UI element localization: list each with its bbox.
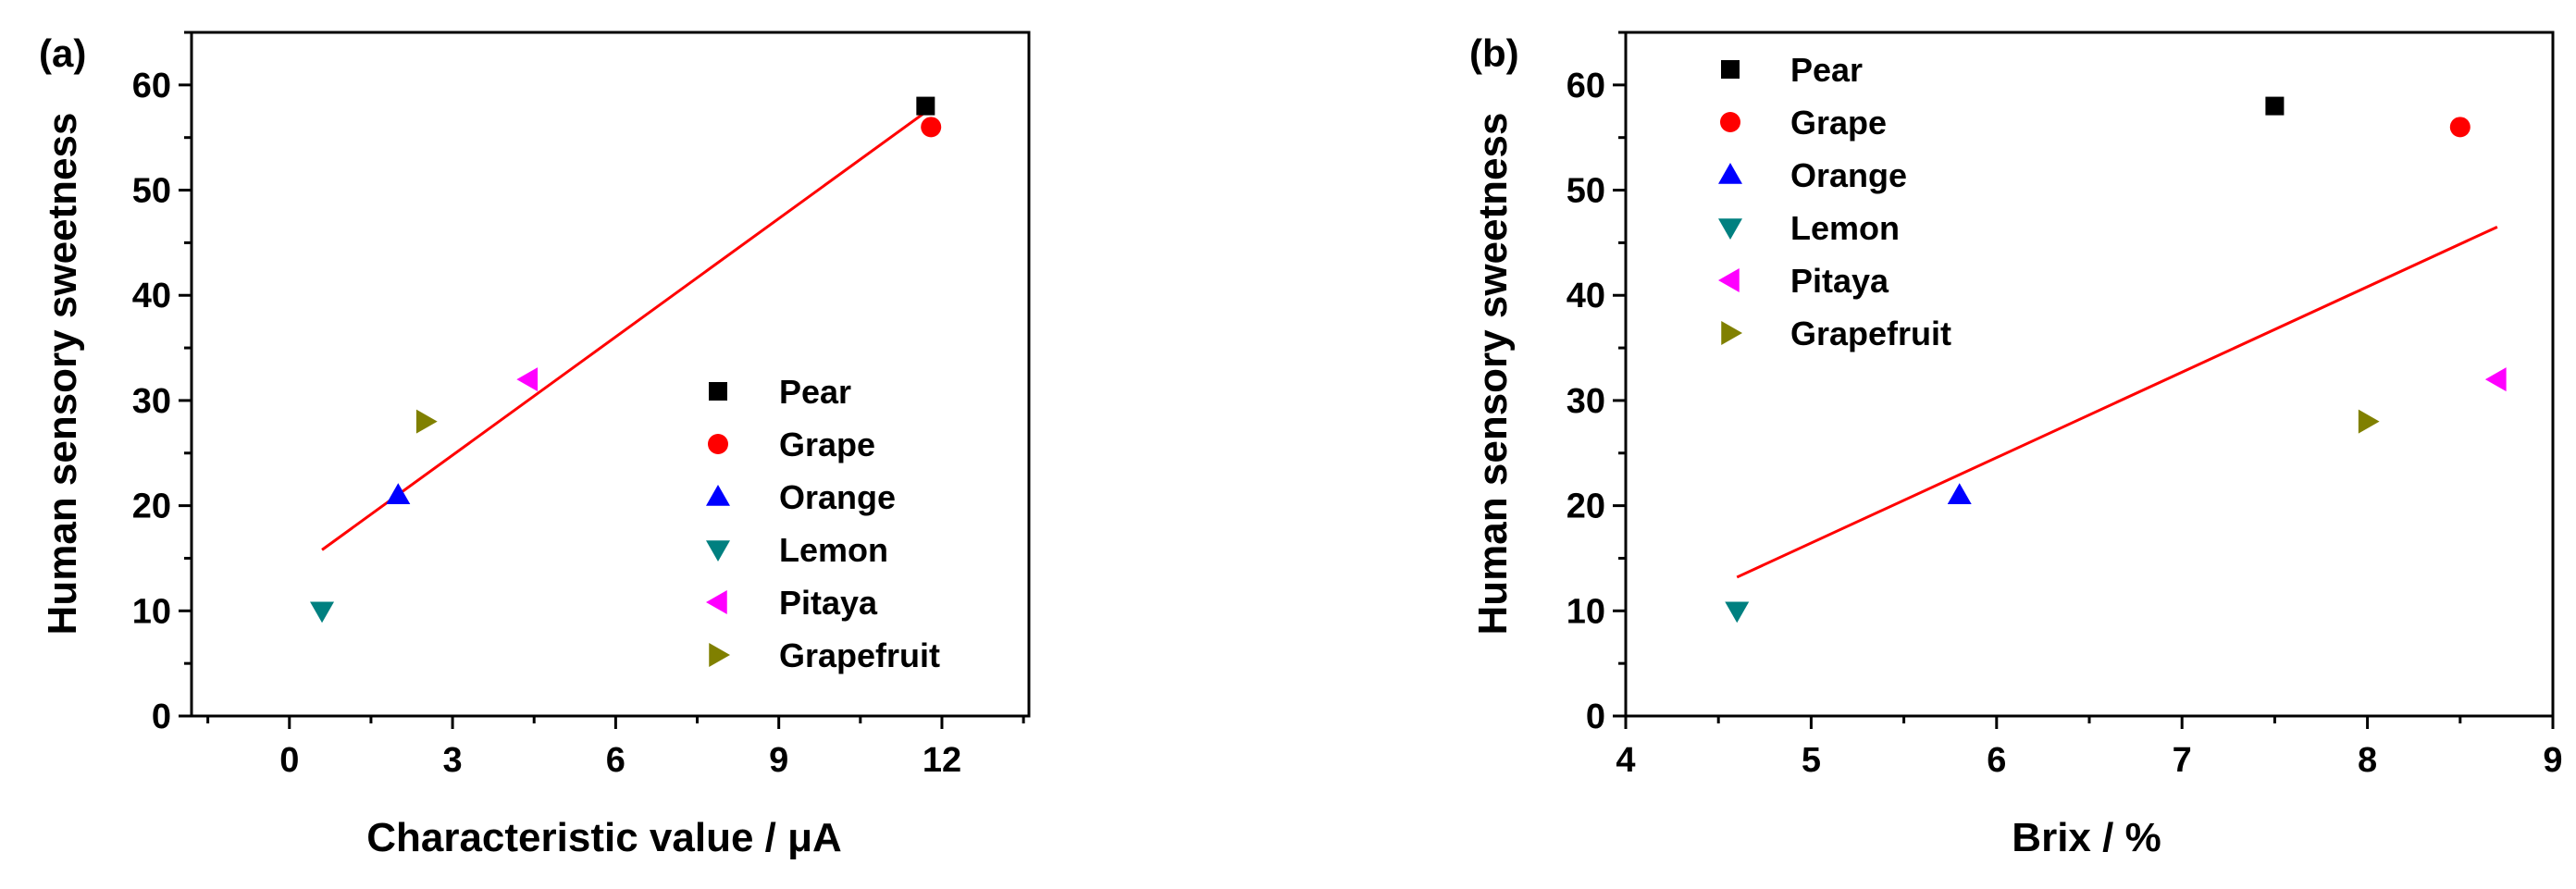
plot-frame: [1624, 31, 2555, 718]
legend-label-grape: Grape: [779, 426, 875, 463]
legend-label-grapefruit: Grapefruit: [1790, 315, 1951, 352]
y-tick-label: 10: [1567, 592, 1605, 631]
plot-frame: [190, 31, 1031, 718]
chart-a: 0 3 6 9 12 0 10 20 30 40 50 60 Characteristic value …: [39, 31, 1031, 860]
legend-marker-lemon: [706, 540, 730, 562]
x-axis-title: Characteristic value / μA: [366, 815, 842, 860]
x-tick-label: 4: [1616, 741, 1635, 780]
y-tick-label: 10: [132, 592, 171, 631]
x-axis-title: Brix / %: [2012, 815, 2161, 860]
y-tick-label: 30: [1567, 382, 1605, 421]
y-tick-label: 40: [1567, 277, 1605, 315]
data-point-orange: [1947, 483, 1972, 504]
legend-marker-grape: [708, 434, 728, 454]
legend-label-orange: Orange: [779, 478, 896, 516]
y-tick-label: 30: [132, 382, 171, 421]
legend-marker-pear: [709, 382, 727, 401]
legend-label-grapefruit: Grapefruit: [779, 636, 940, 674]
data-point-grape: [2449, 117, 2471, 138]
x-tick-label: 12: [923, 741, 961, 780]
panel-label: (b): [1469, 31, 1519, 75]
legend-label-lemon: Lemon: [779, 531, 888, 569]
y-tick-label: 0: [152, 698, 171, 736]
y-tick-label: 50: [1567, 172, 1605, 211]
legend-label-pear: Pear: [1790, 51, 1863, 89]
x-tick-label: 0: [279, 741, 299, 780]
legend: Pear Grape Orange Lemon Pitaya Grapefruit: [706, 373, 940, 674]
legend-marker-orange: [706, 485, 730, 506]
data-point-pitaya: [2484, 367, 2507, 392]
legend-label-orange: Orange: [1790, 156, 1907, 194]
data-point-grapefruit: [415, 409, 438, 434]
y-tick-label: 60: [1567, 67, 1605, 105]
data-point-lemon: [1725, 601, 1750, 624]
data-point-pear: [2265, 96, 2285, 116]
x-tick-label: 9: [2543, 741, 2562, 780]
y-tick-label: 20: [1567, 488, 1605, 526]
legend-marker-grape: [1720, 112, 1740, 132]
data-point-grape: [921, 117, 942, 138]
y-tick-label: 60: [132, 67, 171, 105]
chart-b: 4 5 6 7 8 9 0 10 20 30 40 50 60 Brix / % Human sensory…: [1469, 31, 2563, 860]
data-point-pitaya: [516, 367, 539, 392]
legend-label-pitaya: Pitaya: [779, 584, 878, 622]
y-tick-label: 0: [1586, 698, 1605, 736]
legend-marker-orange: [1718, 163, 1742, 184]
x-tick-label: 3: [443, 741, 463, 780]
legend-label-grape: Grape: [1790, 104, 1887, 142]
legend-marker-pitaya: [1718, 268, 1740, 292]
x-tick-label: 5: [1802, 741, 1821, 780]
x-tick-label: 6: [606, 741, 625, 780]
panel-label: (a): [39, 31, 86, 75]
data-point-orange: [386, 483, 411, 504]
x-tick-label: 7: [2173, 741, 2192, 780]
x-tick-label: 6: [1987, 741, 2006, 780]
legend-label-lemon: Lemon: [1790, 209, 1900, 247]
legend-marker-lemon: [1718, 218, 1742, 240]
y-tick-label: 50: [132, 172, 171, 211]
data-point-grapefruit: [2358, 409, 2380, 434]
legend-marker-pitaya: [706, 590, 727, 614]
legend-label-pear: Pear: [779, 373, 851, 411]
legend-marker-grapefruit: [1721, 321, 1742, 345]
legend-marker-grapefruit: [709, 643, 730, 667]
data-point-pear: [916, 96, 935, 116]
legend: Pear Grape Orange Lemon Pitaya Grapefruit: [1718, 51, 1951, 352]
fit-line: [1736, 225, 2498, 579]
legend-marker-pear: [1721, 60, 1740, 79]
data-point-lemon: [310, 601, 335, 624]
x-tick-label: 9: [769, 741, 788, 780]
y-axis-title: Human sensory sweetness: [1470, 113, 1516, 636]
y-tick-label: 20: [132, 488, 171, 526]
x-tick-label: 8: [2358, 741, 2377, 780]
y-axis-title: Human sensory sweetness: [40, 113, 85, 636]
fit-line: [321, 106, 933, 551]
legend-label-pitaya: Pitaya: [1790, 262, 1889, 300]
y-tick-label: 40: [132, 277, 171, 315]
